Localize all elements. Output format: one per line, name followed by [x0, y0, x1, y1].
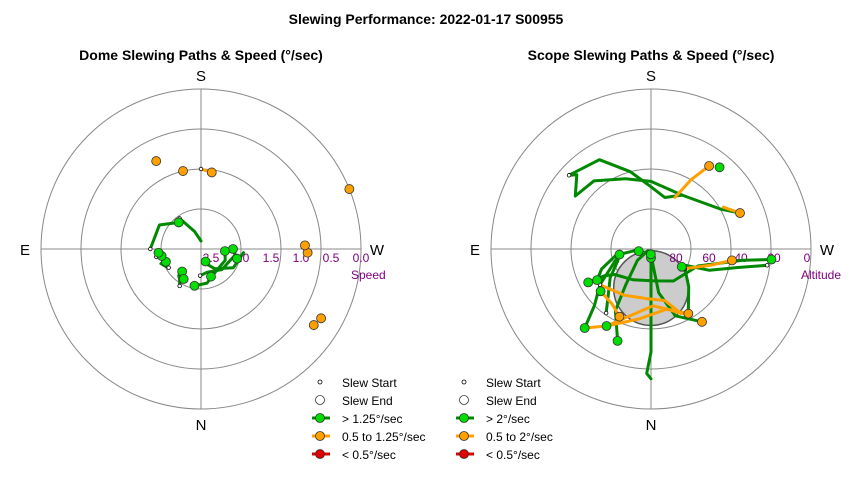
- slew-end-marker: [344, 184, 355, 194]
- slew-start-marker: [177, 283, 182, 289]
- legend-start-marker: [461, 379, 467, 385]
- legend-dot-swatch: [315, 413, 325, 423]
- slew-path: [567, 173, 742, 215]
- slew-end-marker: [206, 271, 216, 282]
- radial-tick-label: 0: [804, 251, 811, 265]
- slew-start-marker: [166, 265, 171, 270]
- legend-dot-swatch: [459, 449, 469, 459]
- slew-path: [598, 283, 683, 315]
- slew-end-marker: [178, 274, 189, 284]
- chart-title: Dome Slewing Paths & Speed (°/sec): [79, 47, 323, 63]
- slew-end-marker: [300, 240, 310, 251]
- slew-start-marker: [197, 273, 203, 278]
- slew-start-marker: [148, 246, 153, 252]
- compass-top-label: S: [646, 68, 656, 85]
- slew-end-marker: [151, 156, 162, 166]
- chart-title: Scope Slewing Paths & Speed (°/sec): [528, 47, 775, 63]
- radial-tick-label: 1.5: [263, 251, 280, 265]
- scope-chart: Scope Slewing Paths & Speed (°/sec) S N E W 8…: [456, 47, 841, 462]
- slew-end-marker: [714, 162, 725, 173]
- legend-label: < 0.5°/sec: [486, 448, 540, 462]
- slew-end-marker: [206, 167, 217, 178]
- legend-dot-swatch: [315, 449, 325, 459]
- slew-end-marker: [683, 308, 694, 319]
- compass-right-label: W: [820, 242, 835, 259]
- slew-end-marker: [727, 255, 737, 266]
- slew-end-marker: [592, 275, 603, 286]
- radial-tick-label: 0.0: [353, 251, 370, 265]
- slew-end-marker: [316, 313, 326, 324]
- legend-label: 0.5 to 2°/sec: [486, 430, 553, 444]
- legend-dot-swatch: [459, 431, 469, 441]
- slew-path: [193, 248, 227, 288]
- slew-end-marker: [735, 208, 745, 218]
- slew-end-marker: [697, 316, 707, 327]
- slew-start-marker: [198, 166, 204, 172]
- radial-tick-label: 0.5: [323, 251, 340, 265]
- legend-end-marker: [315, 395, 325, 405]
- slew-end-marker: [220, 246, 230, 256]
- compass-bottom-label: N: [646, 417, 657, 434]
- slew-end-marker: [645, 249, 656, 260]
- compass-top-label: S: [196, 68, 206, 85]
- compass-right-label: W: [370, 242, 385, 259]
- chart-legend: Slew Start Slew End > 2°/sec 0.5 to 2°/sec <…: [456, 376, 553, 462]
- slew-end-marker: [583, 277, 594, 288]
- legend-dot-swatch: [315, 431, 325, 441]
- compass-left-label: E: [470, 242, 480, 259]
- slew-path: [178, 216, 203, 243]
- legend-label: < 0.5°/sec: [342, 448, 396, 462]
- legend-end-marker: [459, 395, 469, 405]
- slew-path: [148, 220, 181, 251]
- slew-end-marker: [228, 244, 238, 254]
- slew-end-marker: [595, 286, 606, 297]
- slew-start-marker: [603, 310, 609, 316]
- legend-label: Slew Start: [342, 376, 397, 390]
- slew-end-marker: [614, 249, 625, 260]
- slew-path: [567, 158, 684, 199]
- slew-end-marker: [633, 246, 644, 257]
- compass-bottom-label: N: [196, 417, 207, 434]
- slew-end-marker: [308, 320, 319, 330]
- slew-end-marker: [601, 321, 612, 331]
- slew-end-marker: [178, 166, 188, 176]
- slew-start-marker: [566, 173, 572, 178]
- slew-end-marker: [200, 256, 211, 267]
- legend-label: Slew Start: [486, 376, 541, 390]
- slew-end-marker: [579, 323, 590, 333]
- legend-dot-swatch: [459, 413, 469, 423]
- slew-end-marker: [676, 261, 687, 272]
- slew-end-marker: [612, 335, 623, 346]
- legend-label: 0.5 to 1.25°/sec: [342, 430, 426, 444]
- slew-path: [645, 256, 653, 381]
- slew-start-marker: [764, 263, 770, 268]
- slew-end-marker: [614, 311, 625, 322]
- slew-path: [683, 267, 691, 316]
- slew-end-marker: [189, 280, 200, 291]
- chart-legend: Slew Start Slew End > 1.25°/sec 0.5 to 1.25…: [312, 376, 426, 462]
- compass-left-label: E: [20, 242, 30, 259]
- legend-label: Slew End: [486, 394, 537, 408]
- legend-label: Slew End: [342, 394, 393, 408]
- radial-tick-label: 80: [669, 251, 683, 265]
- slew-end-marker: [766, 254, 777, 265]
- radial-axis-label: Altitude: [801, 268, 841, 282]
- slew-end-marker: [704, 161, 715, 171]
- slew-path: [683, 258, 734, 271]
- legend-label: > 2°/sec: [486, 412, 530, 426]
- slew-end-marker: [153, 247, 164, 258]
- radial-axis-label: Speed: [351, 268, 386, 282]
- legend-label: > 1.25°/sec: [342, 412, 403, 426]
- radial-tick-label: 40: [734, 251, 748, 265]
- slew-end-marker: [232, 253, 242, 264]
- legend-start-marker: [317, 379, 323, 385]
- slew-path: [649, 252, 704, 324]
- slew-end-marker: [173, 217, 184, 228]
- slew-path: [673, 164, 711, 199]
- radial-tick-label: 60: [702, 251, 716, 265]
- figure-title: Slewing Performance: 2022-01-17 S00955: [289, 11, 564, 27]
- dome-chart: Dome Slewing Paths & Speed (°/sec)SNE W2.…: [20, 47, 426, 462]
